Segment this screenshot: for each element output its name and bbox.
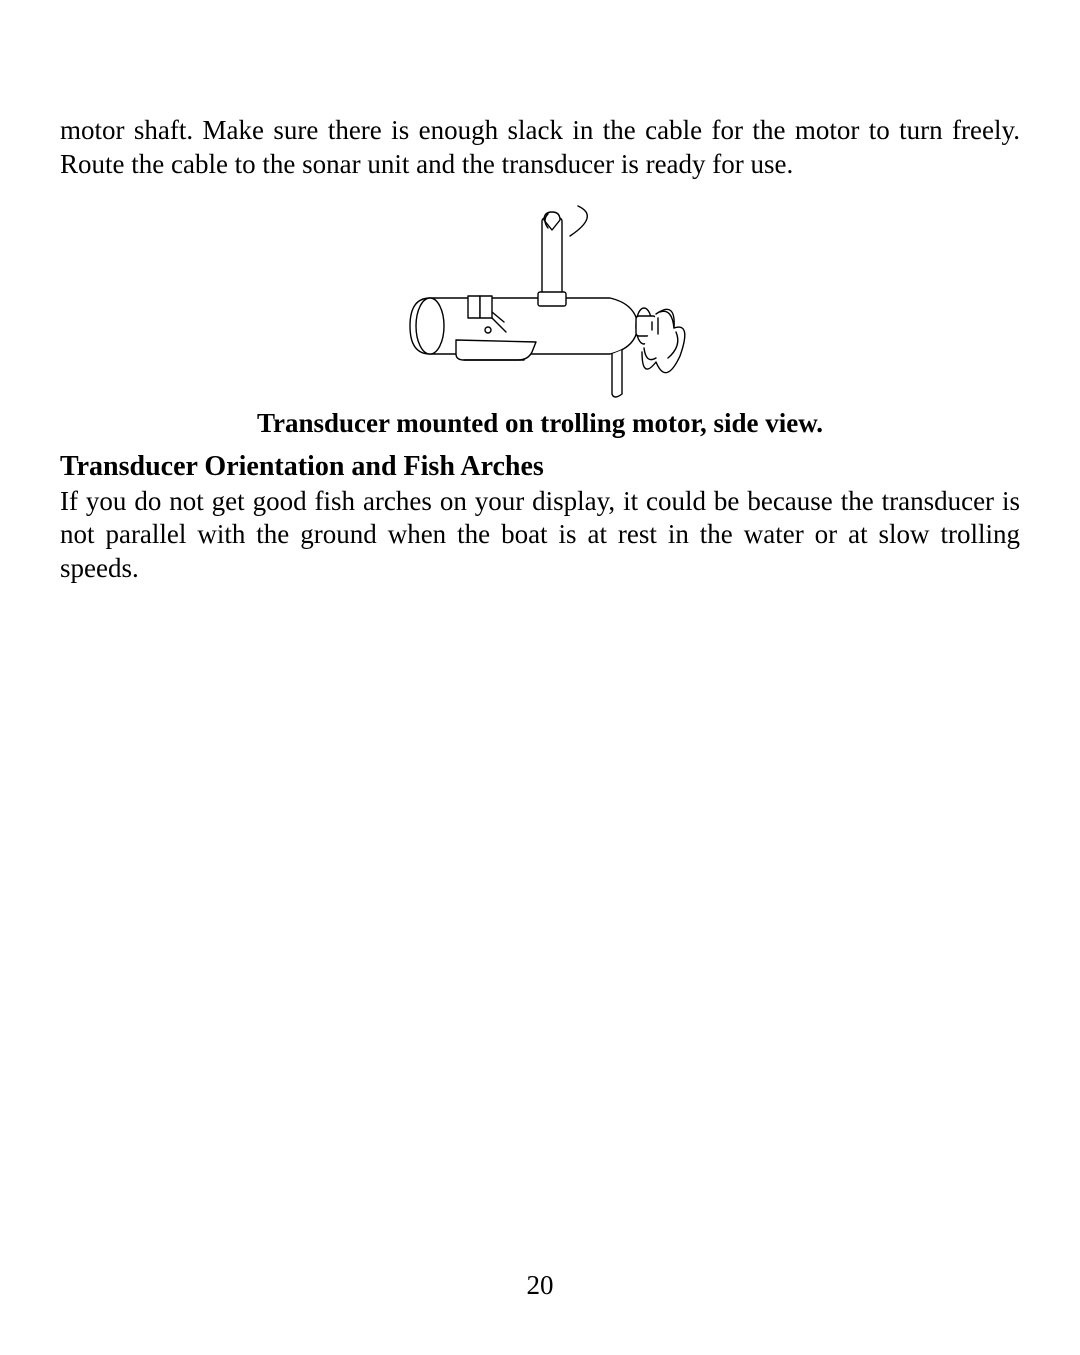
figure-caption: Transducer mounted on trolling motor, si… [60,408,1020,439]
paragraph-body: If you do not get good fish arches on yo… [60,485,1020,586]
paragraph-intro: motor shaft. Make sure there is enough s… [60,114,1020,182]
trolling-motor-diagram-icon [360,200,720,400]
section-subheading: Transducer Orientation and Fish Arches [60,451,1020,483]
trolling-motor-figure [60,200,1020,400]
page-content: motor shaft. Make sure there is enough s… [0,0,1080,586]
page-number: 20 [0,1270,1080,1301]
